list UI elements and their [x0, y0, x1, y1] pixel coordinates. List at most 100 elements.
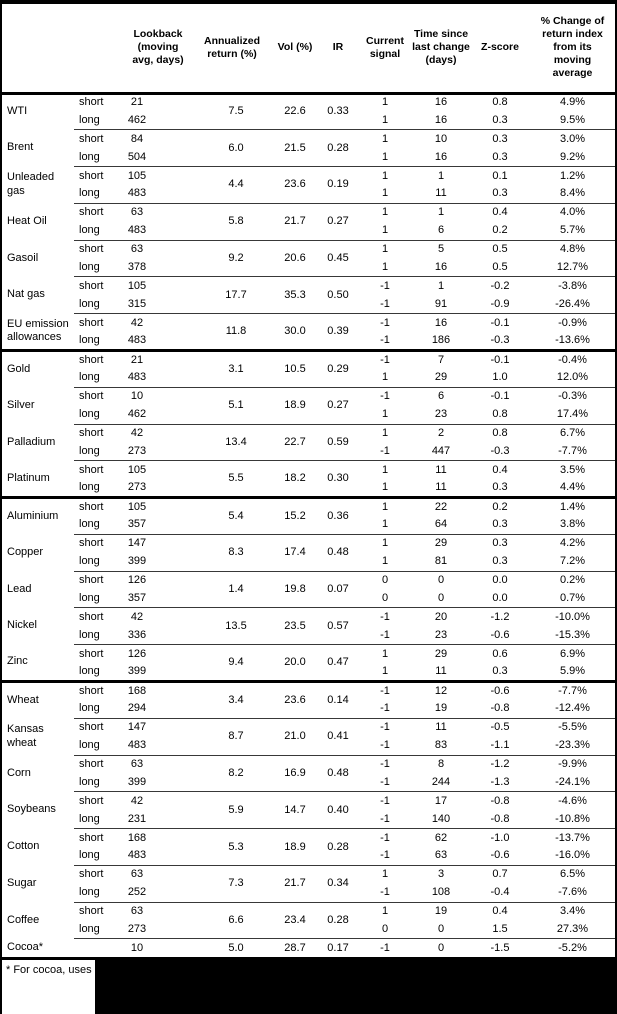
- leg-label: long: [79, 812, 100, 825]
- zscore-value: 0.7: [470, 864, 530, 884]
- leg-label: short: [74, 901, 108, 921]
- current-signal-value: -1: [358, 348, 412, 369]
- time-since-change-value: 108: [431, 886, 451, 899]
- vol-value: 21.0: [272, 717, 318, 756]
- table-row: Cotton short 168 5.3 18.9 0.28 -1 62 -1.0 -13.7%: [2, 828, 615, 866]
- time-since-change-value: 19: [434, 702, 448, 715]
- pct-change-value: 27.3%: [556, 923, 589, 936]
- lookback-value: 105: [108, 166, 192, 185]
- pct-change-value: 6.7%: [530, 423, 615, 443]
- zscore-value: 0.3: [492, 518, 508, 531]
- leg-label: short: [74, 791, 108, 811]
- leg-label: short: [74, 533, 108, 553]
- time-since-change-value: 1: [412, 202, 470, 222]
- zscore-value: 0.5: [470, 239, 530, 259]
- zscore-value: -0.8: [490, 812, 510, 825]
- redaction-bar: [95, 960, 615, 1014]
- leg-label: short: [74, 679, 108, 700]
- current-signal-value: 1: [381, 481, 389, 494]
- table-row: Platinum short 105 5.5 18.2 0.30 1 11 0.4 3.5%: [2, 460, 615, 498]
- leg-label: short: [74, 607, 108, 627]
- current-signal-value: 1: [381, 665, 389, 678]
- table-row: Zinc short 126 9.4 20.0 0.47 1 29 0.6 6.9%: [2, 644, 615, 682]
- table-row: long 483 1 11 0.3 8.4%: [2, 185, 615, 203]
- current-signal-value: 1: [381, 408, 389, 421]
- vol-value: 10.5: [272, 348, 318, 388]
- time-since-change-value: 0: [412, 938, 470, 958]
- annualized-return-value: 9.4: [192, 644, 272, 682]
- annualized-return-value: 7.5: [228, 105, 244, 118]
- time-since-change-value: 12: [412, 679, 470, 700]
- lookback-value: 399: [127, 555, 147, 568]
- annualized-return-value: 11.8: [192, 313, 272, 351]
- lookback-value: 315: [127, 297, 147, 310]
- time-since-change-value: 11: [412, 717, 470, 737]
- zscore-value: 0.4: [470, 901, 530, 921]
- leg-label: long: [79, 260, 100, 273]
- time-since-change-value: 186: [431, 334, 451, 347]
- pct-change-value: -0.3%: [530, 386, 615, 406]
- leg-label: short: [74, 864, 108, 884]
- column-header-change: % Change of return index from its moving…: [530, 4, 615, 95]
- commodity-name: Lead: [7, 582, 32, 595]
- table-body: WTI short 21 7.5 22.6 0.33 1 16 0.8 4.9% long 462 1 1…: [2, 93, 615, 958]
- table-row: Wheat short 168 3.4 23.6 0.14 -1 12 -0.6 -7.7%: [2, 679, 615, 719]
- current-signal-value: 1: [358, 202, 412, 222]
- table-row: long 294 -1 19 -0.8 -12.4%: [2, 700, 615, 718]
- time-since-change-value: 19: [412, 901, 470, 921]
- zscore-value: 0.8: [492, 96, 508, 109]
- time-since-change-value: 0: [437, 591, 445, 604]
- time-since-change-value: 91: [434, 297, 448, 310]
- lookback-value: 42: [108, 313, 192, 333]
- current-signal-value: 0: [381, 923, 389, 936]
- current-signal-value: 1: [358, 901, 412, 921]
- lookback-value: 273: [127, 444, 147, 457]
- leg-label: long: [79, 923, 100, 936]
- annualized-return-value: 5.3: [192, 828, 272, 866]
- zscore-value: 0.3: [492, 555, 508, 568]
- pct-change-value: -16.0%: [555, 849, 590, 862]
- time-since-change-value: 1: [412, 276, 470, 296]
- commodity-name: Soybeans: [7, 803, 56, 816]
- zscore-value: 0.3: [470, 129, 530, 149]
- zscore-value: -1.2: [470, 754, 530, 774]
- zscore-value: 0.3: [492, 187, 508, 200]
- current-signal-value: 1: [358, 460, 412, 480]
- current-signal-value: 1: [358, 239, 412, 259]
- time-since-change-value: 447: [431, 444, 451, 457]
- commodity-name: WTI: [7, 105, 28, 118]
- time-since-change-value: 81: [434, 555, 448, 568]
- annualized-return-value: 5.4: [192, 496, 272, 535]
- zscore-value: 0.4: [470, 202, 530, 222]
- pct-change-value: 4.0%: [530, 202, 615, 222]
- table-row: Nat gas short 105 17.7 35.3 0.50 -1 1 -0.2 -3.8%: [2, 276, 615, 314]
- footnote-row: * For cocoa, uses o: [2, 957, 615, 1014]
- ir-value: 0.28: [318, 828, 358, 866]
- time-since-change-value: 6: [437, 224, 445, 237]
- annualized-return-value: 8.3: [192, 533, 272, 572]
- time-since-change-value: 7: [412, 348, 470, 369]
- pct-change-value: 4.2%: [530, 533, 615, 553]
- table-row: Lead short 126 1.4 19.8 0.07 0 0 0.0 0.2%: [2, 570, 615, 608]
- table-row: long 336 -1 23 -0.6 -15.3%: [2, 626, 615, 644]
- commodity-name: Gasoil: [7, 251, 39, 264]
- current-signal-value: -1: [358, 276, 412, 296]
- commodity-name: Copper: [7, 545, 44, 558]
- time-since-change-value: 3: [412, 864, 470, 884]
- annualized-return-value: 5.9: [192, 791, 272, 829]
- lookback-value: 63: [108, 754, 192, 774]
- lookback-value: 399: [127, 665, 147, 678]
- leg-label: long: [79, 775, 100, 788]
- table-row: Gold short 21 3.1 10.5 0.29 -1 7 -0.1 -0.4%: [2, 348, 615, 388]
- zscore-value: -0.2: [470, 276, 530, 296]
- lookback-value: 105: [108, 496, 192, 516]
- lookback-value: 63: [108, 202, 192, 222]
- leg-label: [74, 938, 108, 958]
- column-header-leg: [74, 4, 108, 95]
- leg-label: long: [79, 408, 100, 421]
- time-since-change-value: 29: [412, 644, 470, 664]
- pct-change-value: 3.4%: [530, 901, 615, 921]
- time-since-change-value: 23: [434, 408, 448, 421]
- commodity-name: Zinc: [7, 655, 28, 668]
